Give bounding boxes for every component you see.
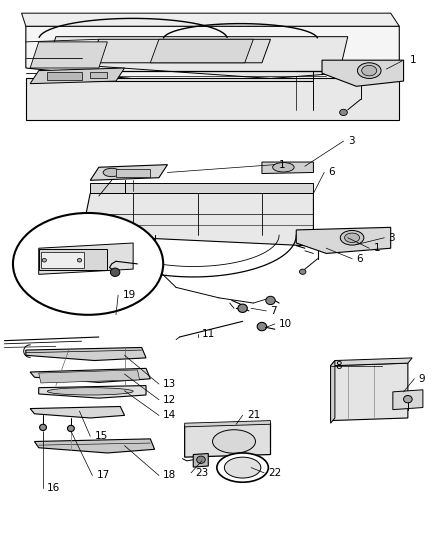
Ellipse shape <box>212 430 255 453</box>
Polygon shape <box>26 348 146 360</box>
Text: 1: 1 <box>374 243 380 253</box>
Polygon shape <box>21 13 399 26</box>
Ellipse shape <box>197 456 205 463</box>
Text: 17: 17 <box>97 471 110 480</box>
Ellipse shape <box>78 259 81 262</box>
Text: 1: 1 <box>279 160 286 169</box>
Polygon shape <box>30 407 124 418</box>
Polygon shape <box>185 421 271 427</box>
Polygon shape <box>39 385 146 398</box>
Ellipse shape <box>39 424 46 431</box>
Polygon shape <box>90 39 271 63</box>
Ellipse shape <box>47 387 133 395</box>
Ellipse shape <box>67 425 74 432</box>
Ellipse shape <box>217 453 268 482</box>
Text: 18: 18 <box>163 471 177 480</box>
Text: 9: 9 <box>419 374 425 384</box>
Ellipse shape <box>345 233 360 243</box>
Ellipse shape <box>13 213 163 315</box>
Text: 14: 14 <box>163 410 177 421</box>
Polygon shape <box>193 454 208 467</box>
Polygon shape <box>26 26 399 99</box>
Ellipse shape <box>339 109 347 116</box>
Text: 10: 10 <box>279 319 292 329</box>
Bar <box>41 253 84 268</box>
Polygon shape <box>35 439 155 453</box>
Text: 21: 21 <box>247 410 260 421</box>
Ellipse shape <box>272 163 294 172</box>
Bar <box>90 72 107 78</box>
Ellipse shape <box>257 322 267 331</box>
Text: 1: 1 <box>410 55 417 65</box>
Text: 7: 7 <box>271 306 277 316</box>
Polygon shape <box>331 358 412 366</box>
Polygon shape <box>393 390 423 410</box>
Ellipse shape <box>340 230 364 245</box>
Text: 3: 3 <box>348 136 354 146</box>
Ellipse shape <box>266 296 275 305</box>
Text: 6: 6 <box>328 167 335 177</box>
Polygon shape <box>26 78 399 120</box>
Ellipse shape <box>224 457 261 478</box>
Polygon shape <box>90 165 167 180</box>
Polygon shape <box>30 68 124 84</box>
Bar <box>116 169 150 176</box>
Text: 13: 13 <box>163 379 177 389</box>
Polygon shape <box>90 183 314 193</box>
Ellipse shape <box>362 66 377 76</box>
Polygon shape <box>262 162 314 174</box>
Text: 22: 22 <box>268 468 282 478</box>
Text: 16: 16 <box>47 483 60 494</box>
Text: 11: 11 <box>202 329 215 340</box>
Text: 6: 6 <box>357 254 363 264</box>
Text: 19: 19 <box>123 290 136 300</box>
Text: 12: 12 <box>163 395 177 405</box>
Ellipse shape <box>103 168 120 176</box>
Polygon shape <box>331 360 335 423</box>
Polygon shape <box>185 423 271 457</box>
Ellipse shape <box>300 269 306 274</box>
Polygon shape <box>331 363 408 421</box>
Polygon shape <box>30 42 107 68</box>
Polygon shape <box>81 193 314 246</box>
Polygon shape <box>296 228 391 254</box>
Ellipse shape <box>357 63 381 78</box>
Polygon shape <box>30 368 150 383</box>
Polygon shape <box>39 243 133 274</box>
Bar <box>39 249 107 270</box>
Text: 8: 8 <box>335 361 342 371</box>
Ellipse shape <box>42 259 46 262</box>
Text: 3: 3 <box>389 233 395 243</box>
Ellipse shape <box>403 395 412 403</box>
Polygon shape <box>322 60 403 86</box>
Ellipse shape <box>238 304 247 312</box>
Text: 23: 23 <box>195 468 208 478</box>
Polygon shape <box>150 39 253 63</box>
Ellipse shape <box>110 268 120 277</box>
Polygon shape <box>47 37 348 78</box>
Bar <box>47 71 81 80</box>
Text: 15: 15 <box>95 431 108 441</box>
Polygon shape <box>39 370 140 383</box>
